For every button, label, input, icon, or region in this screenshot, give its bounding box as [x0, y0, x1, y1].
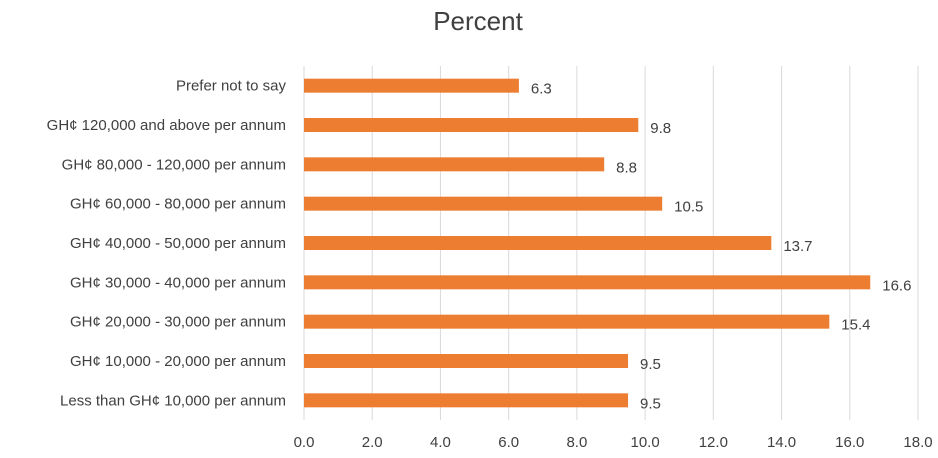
x-tick-label: 18.0 [903, 434, 932, 451]
data-label: 6.3 [531, 81, 552, 98]
category-label: Less than GH¢ 10,000 per annum [60, 392, 286, 409]
data-label: 10.5 [674, 199, 703, 216]
data-label: 9.5 [640, 356, 661, 373]
data-label: 8.8 [616, 159, 637, 176]
data-labels: 6.3 9.8 8.8 10.5 13.7 16.6 15.4 9.5 9.5 [531, 81, 912, 413]
x-tick-label: 12.0 [699, 434, 728, 451]
bar [304, 275, 871, 290]
data-label: 16.6 [882, 277, 911, 294]
bar [304, 157, 605, 172]
bar [304, 236, 772, 250]
category-label: GH¢ 60,000 - 80,000 per annum [70, 196, 286, 213]
category-label: Prefer not to say [176, 78, 287, 95]
chart-title: Percent [433, 6, 523, 36]
x-tick-label: 14.0 [767, 434, 796, 451]
bar [304, 118, 639, 132]
bar [304, 393, 629, 408]
bar [304, 78, 519, 93]
category-label: GH¢ 30,000 - 40,000 per annum [70, 274, 286, 291]
category-label: GH¢ 10,000 - 20,000 per annum [70, 353, 286, 370]
category-labels: Prefer not to say GH¢ 120,000 and above p… [47, 78, 287, 410]
x-tick-label: 2.0 [362, 434, 383, 451]
bar [304, 196, 663, 211]
category-label: GH¢ 120,000 and above per annum [47, 117, 286, 134]
data-label: 15.4 [841, 317, 870, 334]
category-label: GH¢ 80,000 - 120,000 per annum [62, 156, 286, 173]
data-label: 13.7 [783, 238, 812, 255]
x-axis-ticks: 0.0 2.0 4.0 6.0 8.0 10.0 12.0 14.0 16.0 18.0 [294, 434, 933, 451]
x-tick-label: 4.0 [430, 434, 451, 451]
x-tick-label: 6.0 [498, 434, 519, 451]
data-label: 9.8 [650, 120, 671, 137]
x-tick-label: 16.0 [835, 434, 864, 451]
x-tick-label: 0.0 [294, 434, 315, 451]
data-label: 9.5 [640, 395, 661, 412]
bar [304, 354, 629, 368]
category-label: GH¢ 20,000 - 30,000 per annum [70, 314, 286, 331]
bar [304, 314, 830, 329]
x-tick-label: 8.0 [566, 434, 587, 451]
bars [304, 78, 871, 408]
x-tick-label: 10.0 [631, 434, 660, 451]
category-label: GH¢ 40,000 - 50,000 per annum [70, 235, 286, 252]
